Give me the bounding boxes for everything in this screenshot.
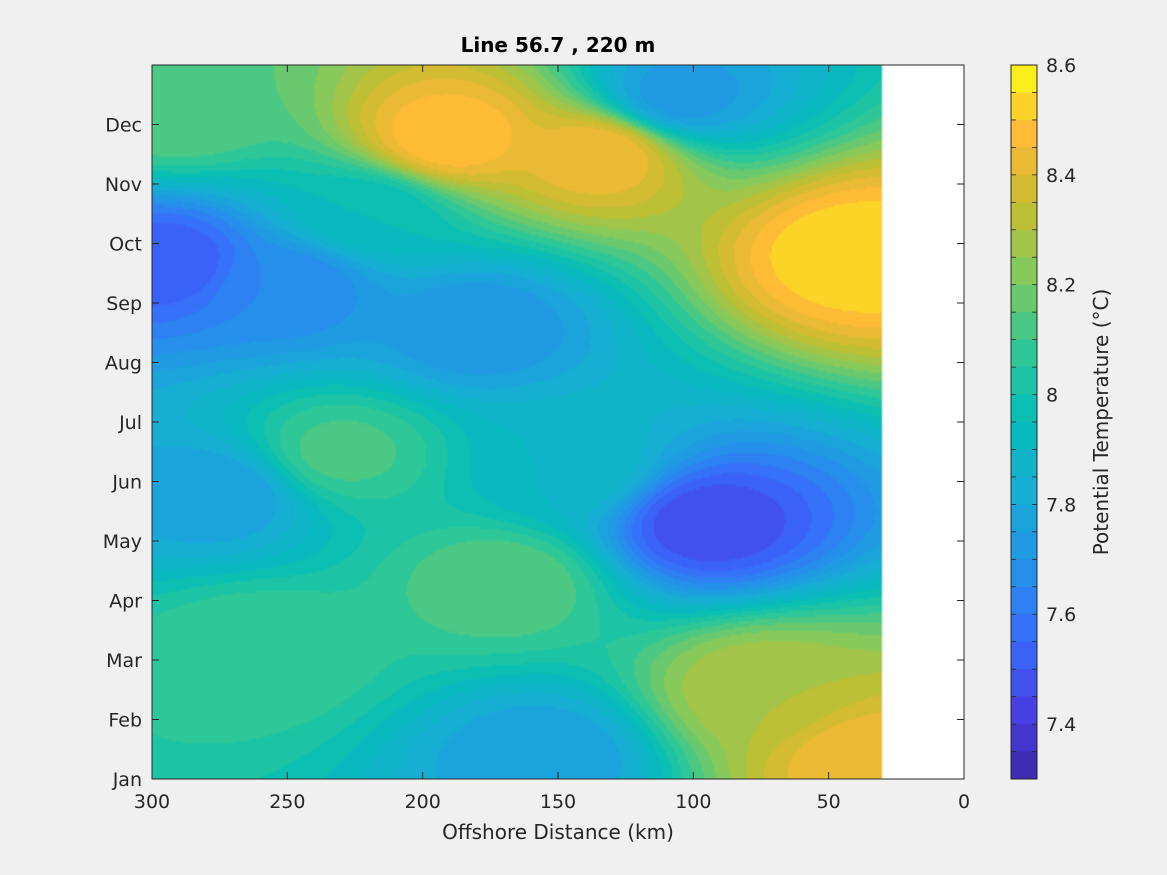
y-tick-label: Jan xyxy=(112,769,142,791)
x-tick-label: 250 xyxy=(269,791,305,813)
x-tick-label: 150 xyxy=(540,791,576,813)
y-tick-label: Dec xyxy=(105,115,142,137)
y-tick-label: Sep xyxy=(106,293,142,315)
colorbar-tick-label: 8.2 xyxy=(1046,275,1076,297)
x-tick-label: 100 xyxy=(675,791,711,813)
y-tick-label: Aug xyxy=(105,353,142,375)
colorbar-tick-label: 8.4 xyxy=(1046,165,1076,187)
y-tick-label: Jul xyxy=(118,412,142,434)
colorbar-label: Potential Temperature (°C) xyxy=(1089,289,1113,556)
colorbar-tick-label: 7.6 xyxy=(1046,604,1076,626)
y-tick-label: Apr xyxy=(109,591,142,613)
y-tick-label: Oct xyxy=(109,234,142,256)
colorbar-tick-label: 8.6 xyxy=(1046,55,1076,77)
y-tick-label: Jun xyxy=(111,472,142,494)
temperature-contour-field xyxy=(152,65,964,779)
x-axis: 300 250 200 150 100 50 0 xyxy=(134,65,970,813)
x-tick-label: 200 xyxy=(405,791,441,813)
colorbar-tick-label: 7.4 xyxy=(1046,714,1076,736)
y-tick-label: Mar xyxy=(106,650,142,672)
y-tick-label: Feb xyxy=(108,710,142,732)
colorbar-tick-label: 8 xyxy=(1046,385,1058,407)
x-tick-label: 0 xyxy=(958,791,970,813)
x-tick-label: 300 xyxy=(134,791,170,813)
y-tick-label: May xyxy=(103,531,142,553)
y-axis: Jan Feb Mar Apr May Jun Jul Aug Sep Oct Nov Dec xyxy=(103,115,964,791)
chart-title: Line 56.7 , 220 m xyxy=(461,33,656,57)
x-axis-label: Offshore Distance (km) xyxy=(442,820,674,844)
colorbar-tick-label: 7.8 xyxy=(1046,494,1076,516)
y-tick-label: Nov xyxy=(105,174,142,196)
colorbar-axis: 7.4 7.6 7.8 8 8.2 8.4 8.6 xyxy=(1010,55,1076,780)
x-tick-label: 50 xyxy=(817,791,841,813)
